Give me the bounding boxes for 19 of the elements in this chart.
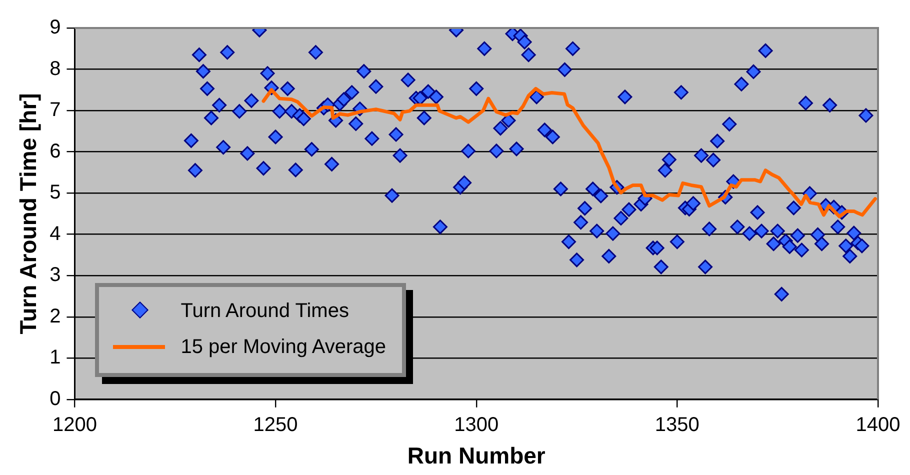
y-tick-label: 9 [50, 16, 61, 39]
x-tick-label: 1200 [52, 414, 97, 436]
y-tick-label: 1 [50, 346, 61, 369]
y-axis-title: Turn Around Time [hr] [15, 93, 42, 334]
y-tick-label: 7 [50, 99, 61, 122]
x-tick-label: 1350 [654, 414, 700, 436]
y-tick-label: 4 [50, 222, 61, 245]
y-tick-label: 8 [50, 58, 61, 80]
y-tick-label: 5 [50, 182, 61, 204]
x-tick-label: 1250 [253, 414, 298, 436]
legend-label: 15 per Moving Average [180, 336, 386, 359]
y-tick-label: 2 [50, 305, 61, 328]
x-axis-title: Run Number [407, 442, 546, 469]
x-tick-label: 1300 [454, 414, 499, 436]
legend-label: Turn Around Times [180, 300, 349, 323]
x-tick-label: 1400 [856, 414, 900, 436]
y-tick-label: 3 [50, 264, 61, 286]
y-tick-label: 6 [50, 140, 61, 162]
y-tick-label: 0 [50, 388, 61, 410]
